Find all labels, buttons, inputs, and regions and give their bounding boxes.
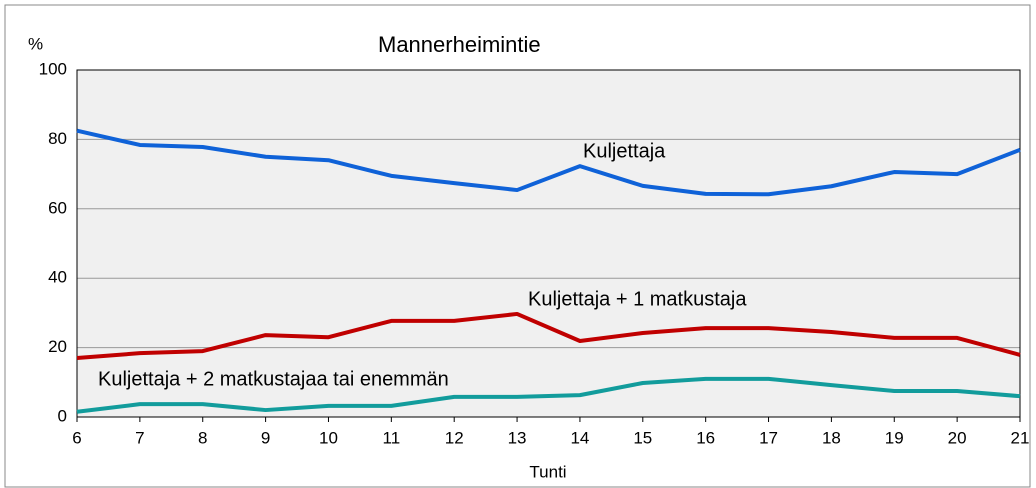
x-tick-label: 8 xyxy=(198,428,207,447)
x-tick-label: 10 xyxy=(319,428,338,447)
x-tick-label: 7 xyxy=(135,428,144,447)
series-label: Kuljettaja xyxy=(583,140,666,162)
y-tick-label: 40 xyxy=(48,268,67,287)
series-line xyxy=(76,376,1021,414)
x-tick-label: 13 xyxy=(508,428,527,447)
x-tick-label: 16 xyxy=(696,428,715,447)
y-tick-label: 80 xyxy=(48,129,67,148)
chart-title: Mannerheimintie xyxy=(378,32,541,57)
series-line xyxy=(76,128,1021,197)
x-tick-label: 17 xyxy=(759,428,778,447)
x-axis-label: Tunti xyxy=(529,462,566,481)
plot-area xyxy=(76,69,1021,418)
x-tick-label: 9 xyxy=(261,428,270,447)
series-label: Kuljettaja + 2 matkustajaa tai enemmän xyxy=(98,368,449,390)
y-tick-label: 100 xyxy=(39,59,67,78)
y-tick-label: 0 xyxy=(58,406,67,425)
x-tick-label: 12 xyxy=(445,428,464,447)
x-tick-label: 11 xyxy=(383,428,401,447)
series-line xyxy=(76,311,1021,361)
x-tick-label: 14 xyxy=(570,428,589,447)
plot-border xyxy=(76,69,1021,418)
x-tick-label: 18 xyxy=(822,428,841,447)
x-tick-label: 21 xyxy=(1011,428,1030,447)
x-tick-label: 6 xyxy=(72,428,81,447)
series-label: Kuljettaja + 1 matkustaja xyxy=(528,288,747,310)
y-tick-label: 60 xyxy=(48,198,67,217)
x-tick-label: 19 xyxy=(885,428,904,447)
x-tick-label: 20 xyxy=(948,428,967,447)
y-tick-label: 20 xyxy=(48,337,67,356)
y-axis-label: % xyxy=(28,34,43,53)
x-tick-label: 15 xyxy=(633,428,652,447)
